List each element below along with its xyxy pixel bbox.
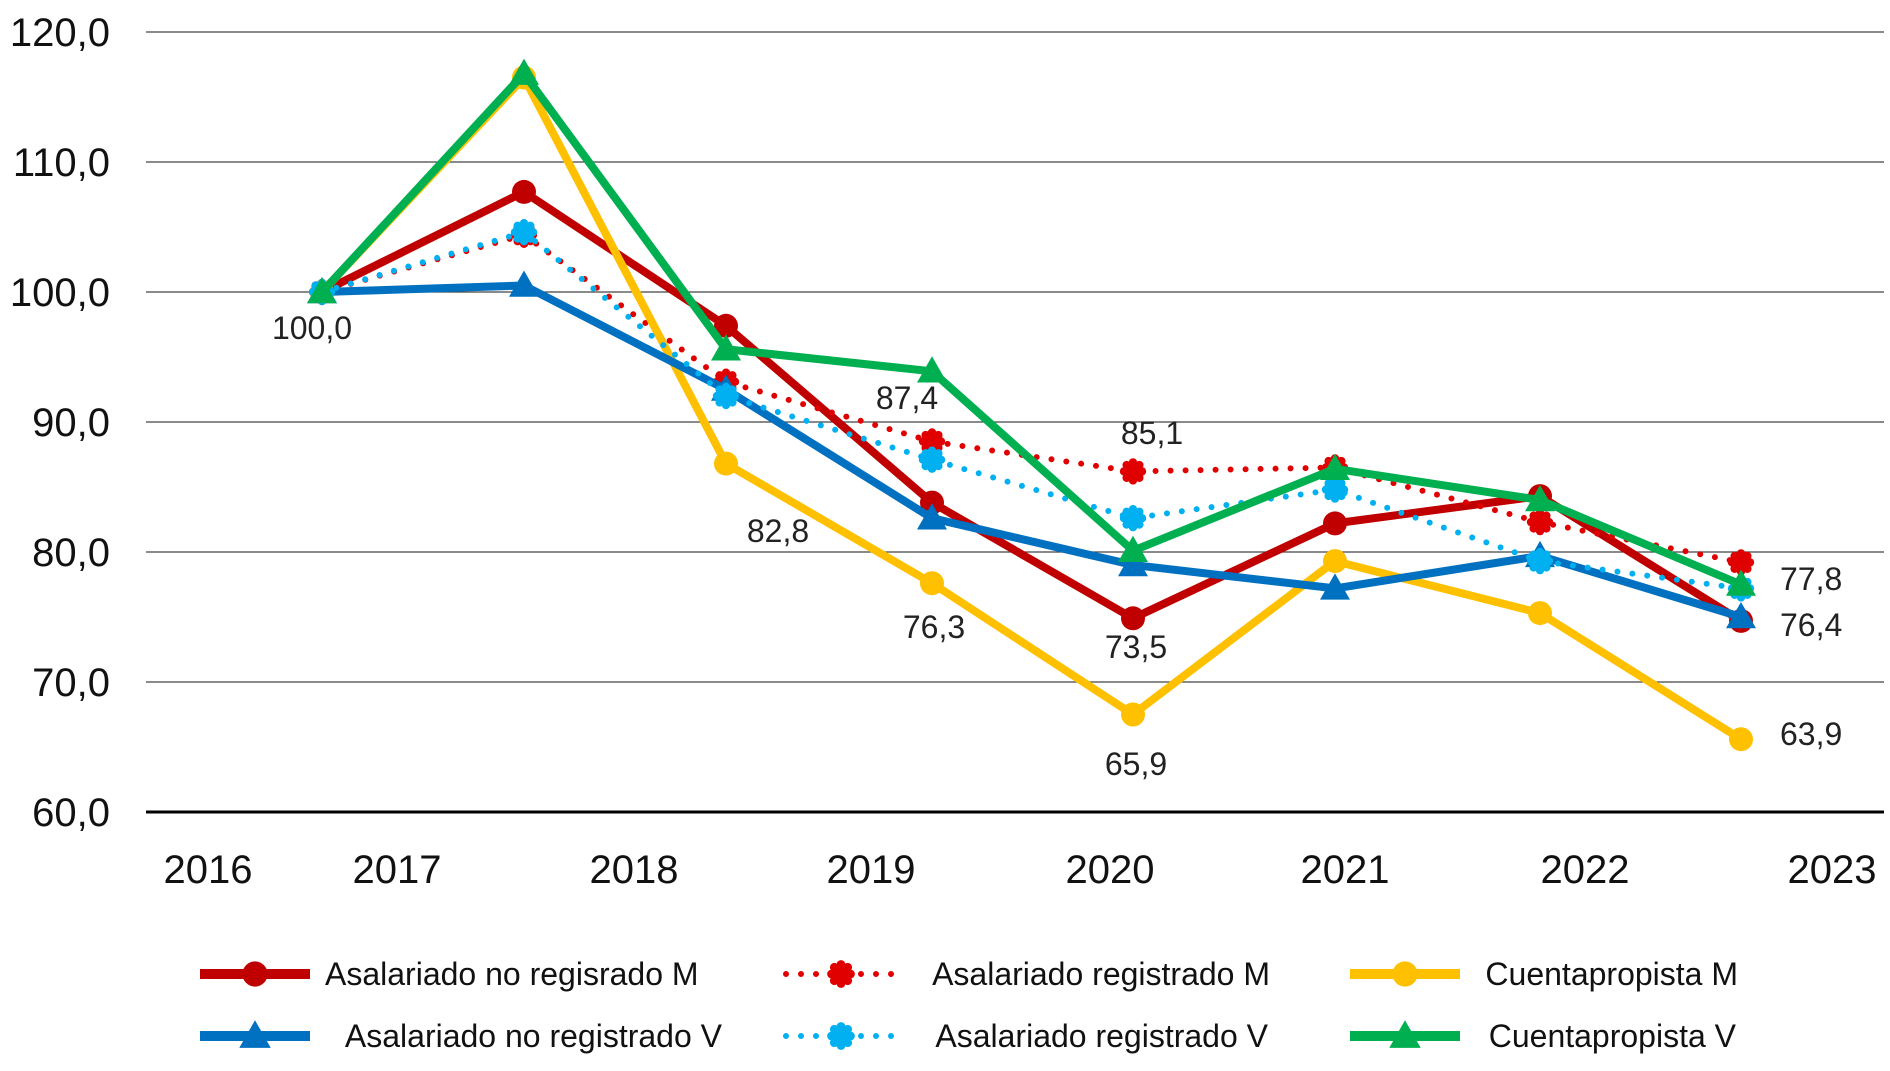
- data-label-77-8: 77,8: [1780, 561, 1842, 597]
- legend-item: Cuentapropista M: [1350, 956, 1738, 992]
- y-tick-label: 70,0: [32, 661, 110, 705]
- legend-item: Asalariado registrado M: [783, 956, 1270, 992]
- data-point: [1726, 602, 1756, 629]
- y-tick-label: 60,0: [32, 791, 110, 835]
- data-label-87-4: 87,4: [876, 380, 938, 416]
- series-line: [321, 281, 1743, 621]
- series-line: [319, 229, 1744, 592]
- legend-item: Cuentapropista V: [1350, 1018, 1737, 1054]
- x-tick-label: 2019: [827, 848, 916, 892]
- x-tick-label: 2020: [1066, 848, 1155, 892]
- data-point: [1528, 601, 1552, 626]
- data-point: [1121, 702, 1145, 727]
- legend-label: Asalariado registrado M: [932, 956, 1270, 992]
- data-point: [512, 179, 536, 204]
- data-point: [1118, 535, 1148, 562]
- data-point: [1323, 549, 1347, 574]
- data-label-85-1: 85,1: [1121, 415, 1183, 451]
- data-point: [1525, 485, 1555, 512]
- legend-item: Asalariado registrado V: [783, 1018, 1269, 1054]
- data-point: [509, 58, 539, 85]
- data-label-82-8: 82,8: [747, 513, 809, 549]
- series-cuentapropista-m: [310, 65, 1753, 752]
- series-line: [319, 73, 1744, 743]
- y-axis-ticks: 60,0 70,0 80,0 90,0 100,0 110,0 120,0: [10, 11, 110, 835]
- legend-label: Asalariado no regisrado M: [325, 956, 699, 992]
- legend-label: Asalariado no registrado V: [345, 1018, 723, 1054]
- x-tick-label: 2016: [164, 848, 253, 892]
- series-line: [319, 69, 1743, 589]
- data-point: [307, 277, 337, 304]
- y-tick-label: 110,0: [13, 141, 110, 185]
- legend-label: Cuentapropista V: [1489, 1018, 1737, 1054]
- data-point: [1729, 727, 1753, 752]
- series-group: [307, 58, 1756, 752]
- data-label-65-9: 65,9: [1105, 746, 1167, 782]
- series-cuentapropista-v: [307, 58, 1756, 596]
- data-point: [714, 313, 738, 338]
- data-point: [711, 334, 741, 361]
- y-tick-label: 120,0: [10, 11, 110, 55]
- data-point: [1526, 508, 1554, 536]
- x-tick-label: 2022: [1541, 848, 1630, 892]
- y-tick-label: 100,0: [10, 271, 110, 315]
- gridlines: [146, 31, 1884, 814]
- x-tick-label: 2017: [353, 848, 442, 892]
- legend-marker: [242, 961, 268, 987]
- data-label-100-0: 100,0: [272, 310, 352, 346]
- series-asalariado-no-registrado-v: [307, 270, 1756, 629]
- data-label-76-3: 76,3: [903, 609, 965, 645]
- data-point: [1119, 458, 1147, 485]
- data-point: [1526, 547, 1554, 575]
- x-axis-ticks: 2016 2017 2018 2019 2020 2021 2022 2023: [164, 848, 1877, 892]
- legend-label: Asalariado registrado V: [935, 1018, 1268, 1054]
- data-point: [712, 382, 740, 410]
- series-asalariado-no-regisrado-m: [310, 179, 1753, 633]
- data-label-73-5: 73,5: [1105, 629, 1167, 665]
- data-point: [1320, 573, 1350, 600]
- legend-item: Asalariado no regisrado M: [200, 956, 699, 992]
- data-labels: 100,0 87,4 85,1 82,8 76,3 73,5 65,9 77,8…: [272, 310, 1842, 782]
- data-point: [1121, 606, 1145, 631]
- data-label-63-9: 63,9: [1780, 716, 1842, 752]
- data-point: [917, 503, 947, 530]
- x-tick-label: 2021: [1301, 848, 1390, 892]
- legend-marker: [827, 1022, 855, 1050]
- series-line: [319, 231, 1744, 566]
- series-line: [320, 187, 1744, 625]
- data-point: [920, 490, 944, 515]
- data-point: [1323, 511, 1347, 536]
- legend-marker: [1389, 1020, 1421, 1048]
- legend-item: Asalariado no registrado V: [200, 1018, 723, 1054]
- legend-marker: [827, 960, 855, 988]
- y-tick-label: 90,0: [32, 401, 110, 445]
- data-point: [714, 451, 738, 476]
- x-tick-label: 2023: [1788, 848, 1877, 892]
- legend-label: Cuentapropista M: [1485, 956, 1738, 992]
- legend: Asalariado no regisrado M Asalariado regi…: [200, 956, 1738, 1054]
- data-label-76-4: 76,4: [1780, 607, 1842, 643]
- data-point: [1320, 453, 1350, 481]
- data-point: [1321, 476, 1349, 503]
- data-point: [509, 270, 539, 297]
- data-point: [920, 571, 944, 596]
- data-point: [1119, 505, 1147, 532]
- data-point: [1726, 569, 1756, 596]
- x-tick-label: 2018: [590, 848, 679, 892]
- legend-marker: [1392, 961, 1418, 987]
- y-tick-label: 80,0: [32, 531, 110, 575]
- legend-marker: [239, 1020, 271, 1048]
- data-point: [918, 446, 946, 473]
- data-point: [917, 356, 947, 383]
- data-point: [510, 219, 538, 246]
- data-point: [1118, 550, 1148, 577]
